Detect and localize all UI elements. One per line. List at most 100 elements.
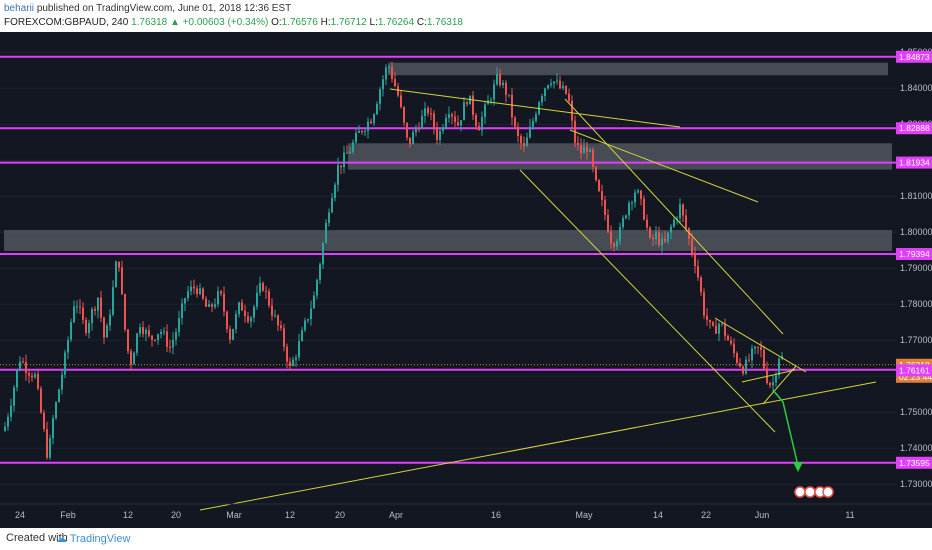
candle-body <box>247 316 249 322</box>
candle-body <box>253 306 255 318</box>
x-tick-label: 12 <box>123 510 133 520</box>
candle-body <box>406 122 408 138</box>
candle-body <box>718 323 720 334</box>
tradingview-logo[interactable]: ☁ TradingView <box>56 533 131 545</box>
candle-body <box>520 136 522 144</box>
candle-body <box>7 416 9 427</box>
candle-body <box>739 362 741 367</box>
candle-body <box>478 126 480 131</box>
candle-body <box>208 304 210 307</box>
candle-body <box>493 84 495 100</box>
price-tag-label: 1.79394 <box>899 249 930 259</box>
candle-body <box>121 267 123 295</box>
candle-body <box>727 336 729 341</box>
close-value: 1.76318 <box>426 17 463 28</box>
candle-body <box>598 180 600 192</box>
price-tag-label: 1.84873 <box>899 52 930 62</box>
candle-body <box>742 366 744 374</box>
candle-body <box>706 315 708 320</box>
candle-body <box>487 100 489 105</box>
candle-body <box>616 241 618 247</box>
candle-body <box>298 341 300 358</box>
price-axis <box>896 32 932 528</box>
candle-body <box>175 332 177 340</box>
candle-body <box>541 95 543 103</box>
candle-body <box>571 100 573 121</box>
candle-body <box>745 359 747 374</box>
candle-body <box>277 315 279 326</box>
last-price: 1.76318 <box>131 17 168 28</box>
candle-body <box>577 142 579 146</box>
candle-body <box>433 113 435 129</box>
candle-body <box>514 117 516 127</box>
x-tick-label: Mar <box>226 510 242 520</box>
y-tick-label: 1.78000 <box>900 299 932 309</box>
candle-body <box>169 346 171 348</box>
candle-body <box>667 232 669 242</box>
candle-body <box>589 149 591 152</box>
candle-body <box>445 117 447 128</box>
candle-body <box>775 375 777 383</box>
candle-body <box>217 291 219 305</box>
candle-body <box>664 238 666 242</box>
candle-body <box>526 137 528 147</box>
candle-body <box>658 232 660 245</box>
candle-body <box>484 104 486 117</box>
candle-body <box>400 95 402 107</box>
projection-arrow <box>772 389 799 467</box>
low-value: 1.76264 <box>377 17 415 28</box>
candle-body <box>730 340 732 344</box>
candle-body <box>367 121 369 131</box>
candle-body <box>97 297 99 311</box>
price-tag <box>896 50 932 63</box>
trendline <box>564 98 784 335</box>
zone-rect <box>388 62 888 76</box>
candle-body <box>442 127 444 131</box>
candle-body <box>325 222 327 244</box>
candle-body <box>151 335 153 340</box>
candle-body <box>244 310 246 317</box>
candle-body <box>85 319 87 333</box>
candle-body <box>751 348 753 361</box>
candle-body <box>40 388 42 413</box>
event-icon <box>794 486 806 498</box>
author-link[interactable]: beharii <box>4 3 35 14</box>
candle-body <box>529 126 531 138</box>
y-tick-label: 1.77000 <box>900 335 932 345</box>
candle-body <box>4 426 6 431</box>
candle-body <box>202 288 204 299</box>
candle-body <box>430 113 432 115</box>
candle-body <box>460 120 462 126</box>
candle-body <box>31 375 33 378</box>
candle-body <box>508 94 510 96</box>
candle-body <box>700 277 702 293</box>
candle-body <box>592 149 594 167</box>
candle-body <box>376 103 378 115</box>
candle-body <box>25 362 27 374</box>
chart-area[interactable]: 1.730001.740001.750001.760001.770001.780… <box>0 32 932 528</box>
footer: Created with ☁ TradingView <box>0 528 932 550</box>
y-tick-label: 1.74000 <box>900 443 932 453</box>
candle-body <box>271 305 273 316</box>
candle-body <box>769 383 771 386</box>
candle-body <box>124 294 126 330</box>
candle-body <box>46 429 48 458</box>
candle-body <box>82 307 84 320</box>
candle-body <box>631 202 633 204</box>
candle-body <box>379 89 381 104</box>
x-tick-label: 12 <box>285 510 295 520</box>
candle-body <box>604 199 606 216</box>
x-tick-label: 16 <box>491 510 501 520</box>
candle-body <box>394 79 396 87</box>
candle-body <box>133 352 135 365</box>
candle-body <box>763 349 765 369</box>
candle-body <box>451 114 453 117</box>
price-chart[interactable]: 1.730001.740001.750001.760001.770001.780… <box>0 32 932 528</box>
candle-body <box>409 137 411 145</box>
candle-body <box>61 374 63 390</box>
candle-body <box>454 116 456 123</box>
trendline <box>569 129 759 203</box>
candle-body <box>754 346 756 349</box>
x-tick-label: 20 <box>335 510 345 520</box>
price-tag <box>896 248 932 261</box>
